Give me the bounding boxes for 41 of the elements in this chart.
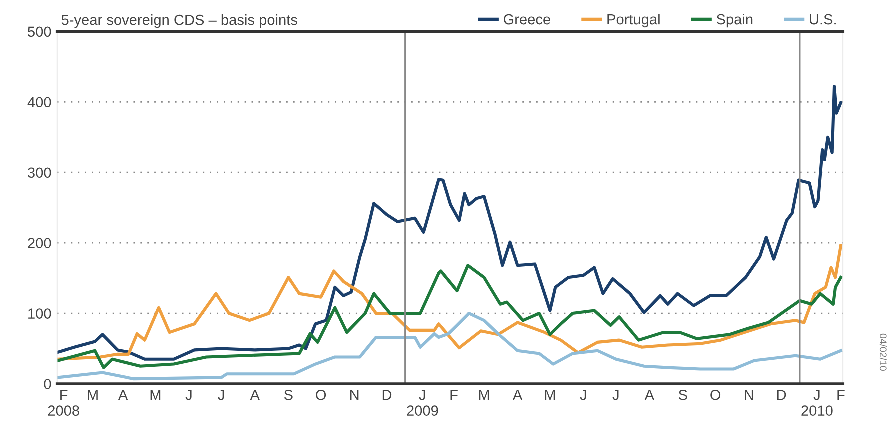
y-tick-label: 500 [28, 26, 52, 38]
y-tick-label: 200 [28, 238, 52, 248]
legend-label: Spain [716, 14, 753, 28]
x-tick-label: J [218, 390, 224, 400]
line-series [57, 244, 843, 361]
x-tick-label: S [678, 390, 688, 400]
x-tick-label: J 2009 [407, 390, 438, 416]
x-tick-label: A [250, 390, 260, 400]
x-tick-label: M [88, 390, 98, 400]
line-series [57, 312, 843, 381]
x-tick-label: A [512, 390, 523, 400]
y-tick-label: 300 [28, 168, 52, 178]
x-tick-label: N [350, 390, 359, 400]
x-tick-label: J [580, 390, 586, 400]
x-tick-label: O [710, 390, 721, 400]
x-tick-label: N [745, 390, 754, 400]
x-tick-label: F [838, 390, 845, 400]
legend-label: Portugal [608, 14, 660, 28]
x-tick-label: D [382, 390, 392, 400]
x-tick-label: O [316, 390, 326, 400]
x-tick-label: A [118, 390, 128, 400]
y-tick-label: 400 [28, 97, 52, 108]
x-tick-label: J 2010 [802, 390, 833, 416]
x-tick-label: A [644, 390, 654, 400]
legend-label: Greece [504, 14, 550, 25]
y-tick-label: 100 [28, 308, 52, 319]
x-tick-label: M [545, 390, 556, 400]
text: 04/02/10 [880, 334, 888, 371]
x-tick-label: F 2008 [48, 390, 80, 416]
chart-title: 5-year sovereign CDS – basis points [62, 14, 298, 28]
x-tick-label: M [479, 390, 490, 400]
x-tick-label: S [284, 390, 293, 400]
line-series [57, 85, 843, 361]
line-series [57, 264, 843, 370]
legend-label: U.S. [810, 14, 836, 25]
x-tick-label: F [450, 390, 458, 400]
x-tick-label: D [777, 390, 786, 400]
x-tick-label: J [612, 390, 619, 400]
x-tick-label: M [150, 390, 161, 400]
y-tick-label: 0 [44, 379, 52, 390]
x-tick-label: J [186, 390, 192, 400]
